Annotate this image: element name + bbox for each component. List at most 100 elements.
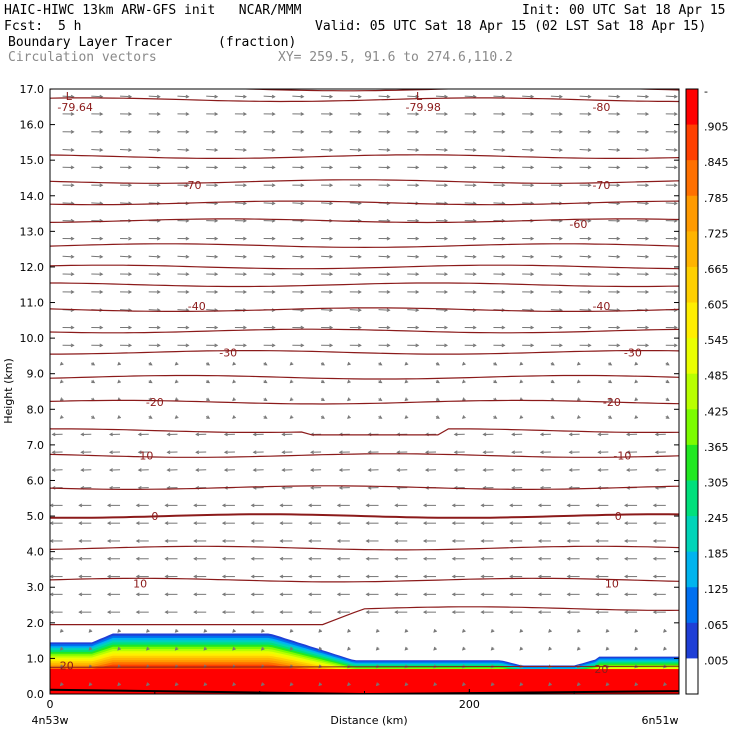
wind-vector-head bbox=[673, 236, 678, 241]
wind-vector-head bbox=[232, 682, 236, 687]
wind-vector-head bbox=[70, 148, 75, 152]
wind-vector-head bbox=[193, 592, 198, 597]
wind-vector-head bbox=[480, 521, 485, 526]
wind-vector bbox=[522, 149, 534, 151]
wind-vector-head bbox=[645, 236, 650, 241]
wind-vector-head bbox=[51, 432, 56, 437]
colorbar-label: .245 bbox=[704, 512, 729, 525]
wind-vector-head bbox=[232, 397, 236, 402]
wind-vector-head bbox=[243, 272, 247, 277]
wind-vector bbox=[637, 149, 649, 151]
contour-line bbox=[50, 200, 679, 206]
wind-vector-head bbox=[509, 574, 514, 579]
wind-vector bbox=[148, 95, 160, 98]
wind-vector-head bbox=[214, 272, 219, 277]
wind-vector-head bbox=[310, 485, 315, 490]
wind-vector-head bbox=[185, 165, 190, 170]
wind-vector-head bbox=[174, 629, 179, 633]
wind-vector-head bbox=[99, 325, 104, 330]
wind-vector-head bbox=[50, 610, 54, 615]
wind-vector-head bbox=[221, 539, 226, 543]
wind-vector-head bbox=[386, 112, 391, 116]
wind-vector-head bbox=[453, 450, 458, 455]
wind-vector-head bbox=[365, 556, 370, 561]
wind-vector-head bbox=[128, 290, 133, 294]
wind-vector-head bbox=[480, 610, 485, 615]
wind-vector-head bbox=[347, 682, 351, 687]
wind-vector-head bbox=[357, 325, 362, 330]
wind-vector-head bbox=[472, 129, 477, 134]
wind-vector-head bbox=[422, 521, 427, 526]
contour-line bbox=[50, 282, 679, 288]
wind-vector-head bbox=[493, 361, 498, 366]
colorbar-swatch bbox=[686, 444, 698, 481]
wind-vector-head bbox=[509, 521, 514, 526]
wind-vector-head bbox=[166, 468, 171, 472]
wind-vector-head bbox=[587, 148, 592, 152]
wind-vector-head bbox=[50, 556, 54, 561]
wind-vector-head bbox=[289, 415, 294, 419]
wind-vector-head bbox=[530, 94, 535, 99]
wind-vector-head bbox=[673, 290, 678, 294]
wind-vector bbox=[522, 202, 534, 204]
contour-line bbox=[50, 154, 679, 159]
wind-vector-head bbox=[279, 610, 284, 615]
wind-vector-head bbox=[616, 272, 621, 277]
wind-vector bbox=[435, 255, 448, 258]
wind-vector-head bbox=[318, 682, 323, 687]
colorbar-label: .545 bbox=[704, 334, 729, 347]
wind-vector-head bbox=[386, 183, 391, 188]
wind-vector-head bbox=[214, 183, 219, 188]
wind-vector-head bbox=[50, 503, 54, 508]
wind-vector-head bbox=[214, 129, 219, 134]
wind-vector-head bbox=[415, 94, 420, 99]
wind-vector-head bbox=[357, 236, 362, 241]
colorbar-swatch bbox=[686, 231, 698, 268]
wind-vector-head bbox=[214, 148, 219, 152]
wind-vector-head bbox=[605, 664, 610, 669]
wind-vector-head bbox=[624, 592, 628, 597]
wind-vector bbox=[378, 95, 390, 98]
wind-vector-head bbox=[519, 682, 524, 687]
colorbar-swatch bbox=[686, 622, 698, 659]
wind-vector bbox=[91, 149, 103, 151]
wind-vector-head bbox=[365, 539, 370, 543]
wind-vector-head bbox=[300, 272, 305, 277]
wind-vector-head bbox=[357, 290, 362, 294]
wind-vector-head bbox=[318, 646, 323, 651]
header-fcst-value: 5 h bbox=[58, 19, 82, 34]
wind-vector-head bbox=[559, 236, 563, 241]
wind-vector-head bbox=[185, 272, 190, 277]
colorbar-label: .665 bbox=[704, 263, 729, 276]
wind-vector-head bbox=[645, 254, 650, 259]
wind-vector-head bbox=[605, 629, 610, 633]
wind-vector-head bbox=[156, 290, 161, 294]
wind-vector-head bbox=[451, 574, 456, 579]
colorbar-label: .425 bbox=[704, 405, 729, 418]
wind-vector-head bbox=[59, 646, 64, 651]
wind-vector-head bbox=[128, 165, 133, 170]
colorbar-swatch bbox=[686, 195, 698, 232]
wind-vector-head bbox=[166, 432, 171, 437]
wind-vector-head bbox=[300, 254, 305, 259]
wind-vector-head bbox=[300, 94, 305, 99]
wind-vector-head bbox=[279, 521, 284, 526]
wind-vector-head bbox=[156, 254, 161, 259]
wind-vector-head bbox=[645, 325, 650, 330]
wind-vector-head bbox=[214, 165, 219, 170]
wind-vector bbox=[234, 95, 246, 98]
wind-vector-head bbox=[347, 379, 351, 384]
wind-vector-head bbox=[472, 236, 477, 241]
wind-vector-head bbox=[634, 379, 639, 384]
wind-vector bbox=[263, 255, 275, 258]
wind-vector-head bbox=[59, 397, 64, 402]
wind-vector-head bbox=[70, 325, 75, 330]
wind-vector bbox=[120, 255, 132, 258]
wind-vector-head bbox=[185, 236, 190, 241]
wind-vector-head bbox=[365, 574, 370, 579]
wind-vector bbox=[120, 202, 132, 204]
wind-vector-head bbox=[493, 415, 498, 419]
wind-vector-head bbox=[559, 343, 563, 348]
colorbar-swatch bbox=[686, 338, 698, 375]
